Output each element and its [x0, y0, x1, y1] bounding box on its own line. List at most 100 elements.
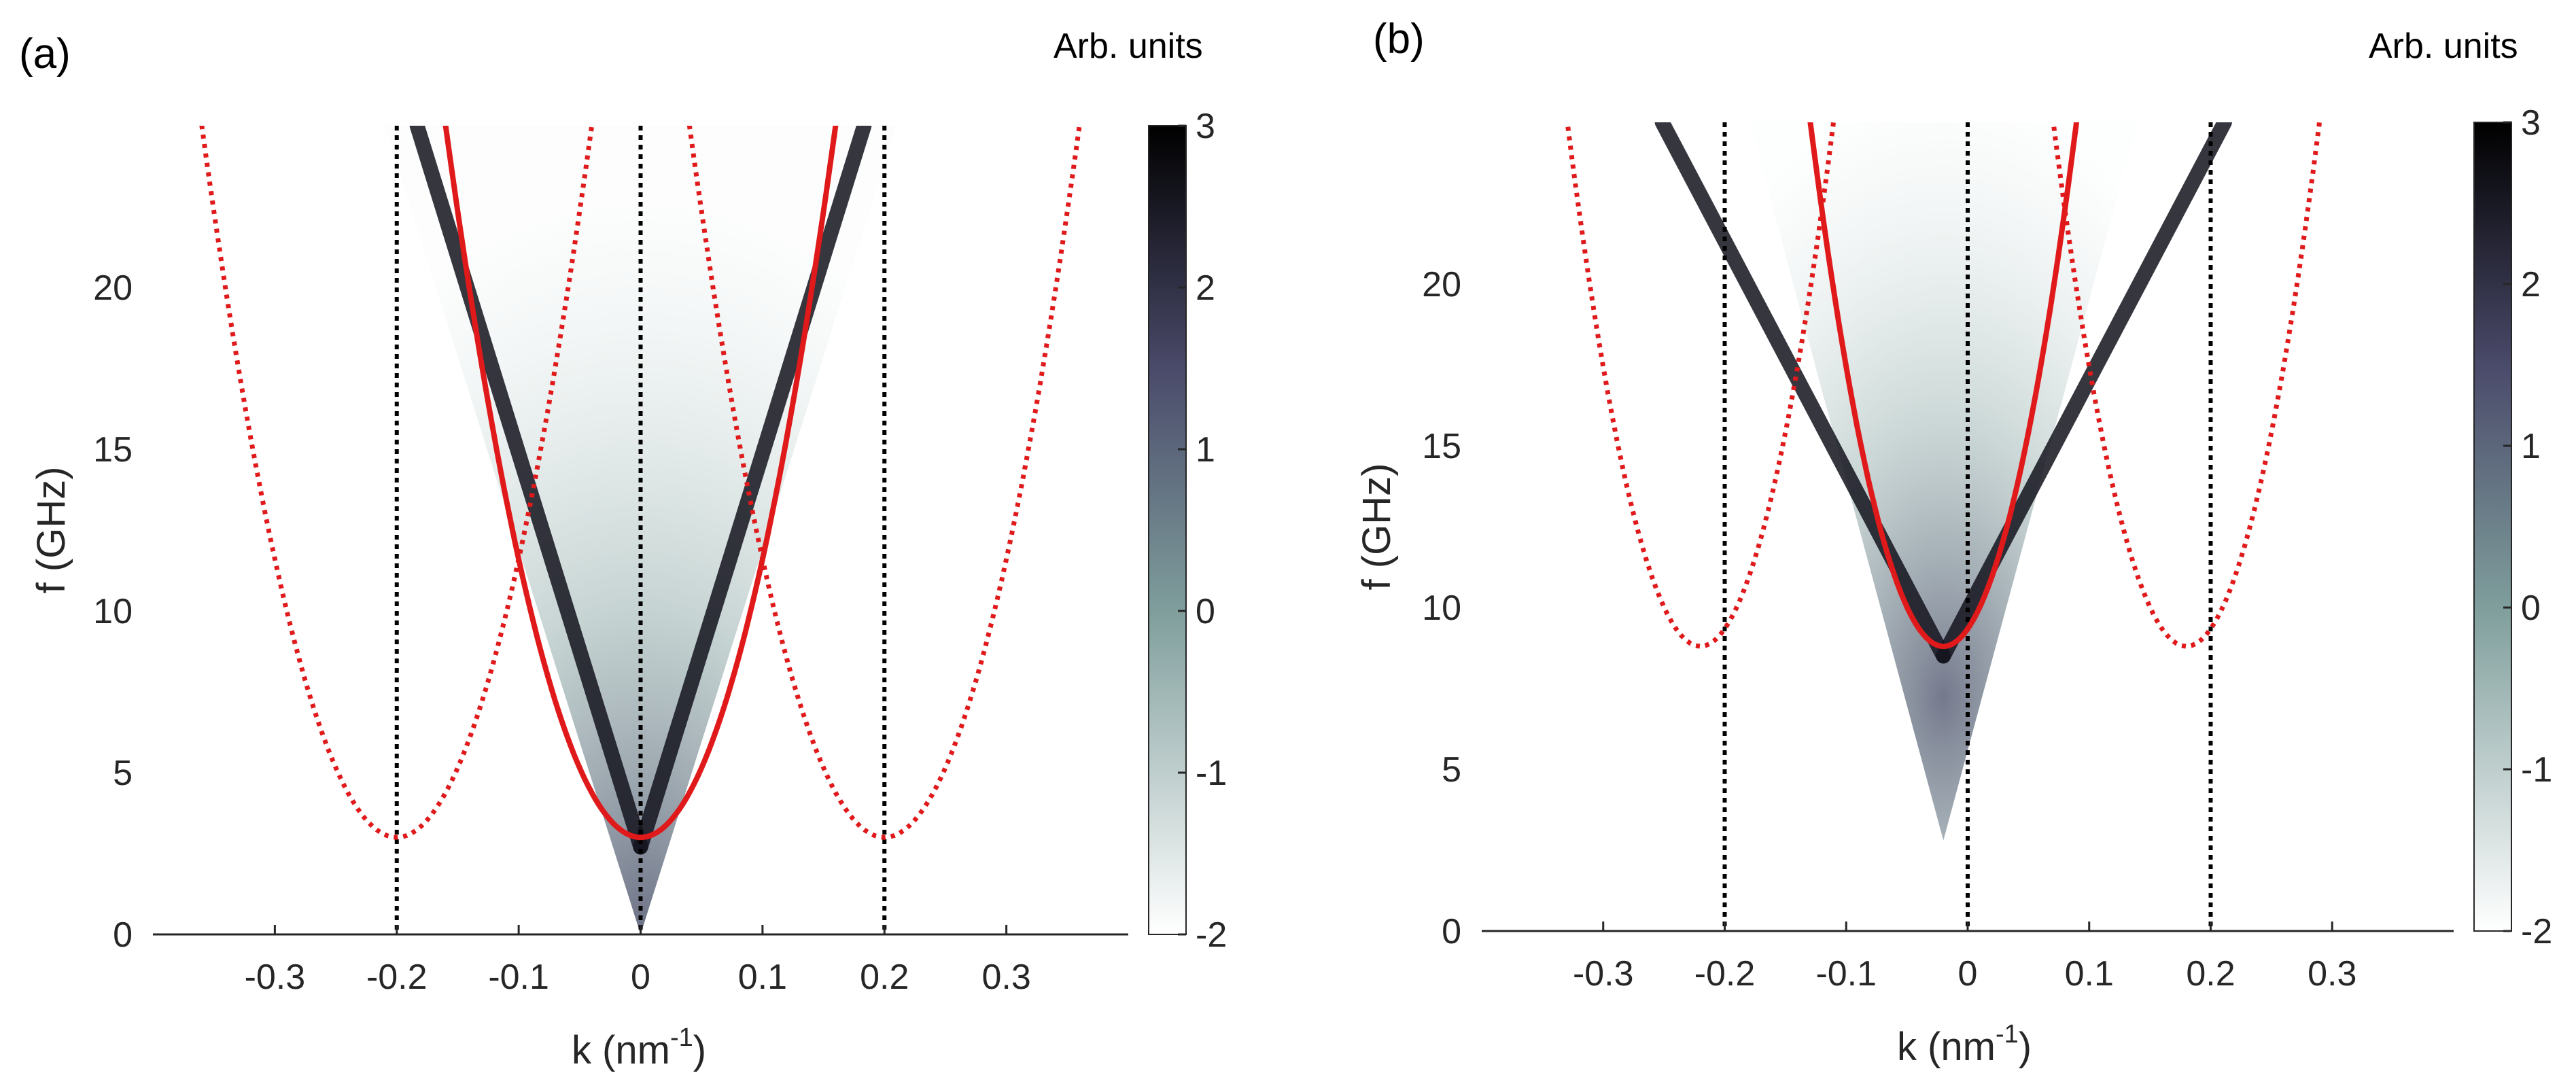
folded-dispersion-curve-1-a [686, 126, 1082, 840]
y-ticks-b: 0 5 10 15 20 [1422, 265, 1461, 951]
colorbar-tick-label: -1 [1196, 754, 1227, 793]
y-tick-a: 0 [113, 915, 133, 955]
colorbar-tick-b: 2 [2503, 265, 2541, 304]
colorbar-title-b: Arb. units [2369, 27, 2518, 66]
x-tick-label: -0.3 [1573, 954, 1634, 994]
x-tick-b: -0.3 [1573, 922, 1634, 994]
x-tick-label: 0.1 [738, 958, 787, 997]
y-tick-label: 0 [1442, 912, 1461, 951]
x-tick-label: -0.2 [366, 958, 428, 997]
y-ticks-a: 0 5 10 15 20 [93, 268, 133, 955]
x-tick-label: 0.3 [2308, 954, 2356, 994]
panel-a: (a) Arb. units -0.3 -0.2 -0.1 0 0.1 0.2 0.3 0 5… [19, 27, 1227, 1072]
y-tick-a: 5 [113, 754, 133, 793]
y-tick-label: 5 [1442, 750, 1461, 790]
colorbar-ticks-b: -2 -1 0 1 2 3 [2503, 103, 2552, 951]
colorbar-title-a: Arb. units [1054, 27, 1203, 66]
y-tick-label: 15 [93, 430, 133, 470]
colorbar-a [1148, 125, 1187, 935]
x-tick-label: 0.2 [860, 958, 909, 997]
y-tick-label: 10 [1422, 589, 1461, 628]
x-tick-label: 0.1 [2065, 954, 2114, 994]
colorbar-tick-label: 1 [2521, 427, 2541, 466]
colorbar-tick-label: 3 [1196, 107, 1215, 146]
panel-label-b: (b) [1373, 16, 1425, 63]
colorbar-tick-a: 2 [1178, 268, 1215, 308]
colorbar-tick-label: 0 [2521, 589, 2541, 628]
intensity-ridge-left-b [1654, 122, 1951, 664]
colorbar-tick-b: -2 [2503, 912, 2552, 951]
y-tick-label: 10 [93, 592, 133, 631]
colorbar-ticks-a: -2 -1 0 1 2 3 [1178, 107, 1227, 955]
x-tick-a: 0.2 [860, 925, 909, 997]
y-tick-label: 20 [93, 268, 133, 308]
heatmap-a [199, 126, 1082, 934]
panel-label-a: (a) [19, 31, 71, 77]
x-tick-label: 0.2 [2186, 954, 2235, 994]
y-tick-label: 20 [1422, 265, 1461, 304]
colorbar-tick-a: -2 [1178, 915, 1227, 955]
colorbar-tick-label: 2 [1196, 268, 1215, 308]
y-tick-label: 15 [1422, 427, 1461, 466]
intensity-ridge-right-a [633, 126, 872, 855]
x-tick-b: 0 [1958, 922, 1978, 994]
intensity-ridge-right-b [1936, 122, 2232, 664]
colorbar-tick-b: 1 [2503, 427, 2541, 466]
folded-dispersion-curve-1-b [2051, 122, 2322, 649]
x-tick-a: 0.3 [981, 925, 1031, 997]
panel-b: (b) Arb. units -0.3 -0.2 -0.1 0 0.1 0.2 0.3 0 5… [1355, 16, 2552, 1069]
x-tick-label: -0.1 [1815, 954, 1877, 994]
x-tick-label: -0.3 [245, 958, 306, 997]
x-tick-b: 0.2 [2186, 922, 2235, 994]
intensity-region-b [1750, 122, 2138, 841]
y-axis-label-a: f (GHz) [29, 467, 73, 594]
colorbar-tick-label: 2 [2521, 265, 2541, 304]
y-tick-b: 20 [1422, 265, 1461, 304]
x-tick-b: 0.3 [2308, 922, 2356, 994]
intensity-ridge-left-a [409, 126, 648, 855]
colorbar-tick-label: 1 [1196, 430, 1215, 470]
heatmap-b [1565, 122, 2322, 931]
x-tick-label: 0.3 [981, 958, 1030, 997]
folded-dispersion-curve-0-a [199, 126, 595, 840]
y-tick-a: 10 [93, 592, 133, 631]
y-tick-label: 5 [113, 754, 133, 793]
y-tick-a: 15 [93, 430, 133, 470]
y-tick-a: 20 [93, 268, 133, 308]
x-tick-b: 0.1 [2065, 922, 2114, 994]
x-tick-a: -0.3 [245, 925, 306, 997]
colorbar-tick-label: -1 [2521, 750, 2552, 790]
x-tick-b: -0.1 [1815, 922, 1877, 994]
colorbar-tick-label: 0 [1196, 592, 1215, 631]
colorbar-tick-b: -1 [2503, 750, 2552, 790]
y-tick-b: 15 [1422, 427, 1461, 466]
colorbar-tick-label: -2 [1196, 915, 1227, 955]
colorbar-tick-b: 0 [2503, 589, 2541, 628]
x-tick-a: -0.2 [366, 925, 428, 997]
x-axis-label-a: k (nm-1) [572, 1023, 706, 1072]
x-tick-label: 0 [631, 958, 650, 997]
y-tick-b: 5 [1442, 750, 1461, 790]
main-dispersion-curve-a [442, 126, 839, 841]
colorbar-tick-label: 3 [2521, 103, 2541, 143]
colorbar-tick-label: -2 [2521, 912, 2552, 951]
colorbar-tick-a: 1 [1178, 430, 1215, 470]
x-ticks-a: -0.3 -0.2 -0.1 0 0.1 0.2 0.3 [245, 925, 1031, 997]
main-dispersion-curve-b [1807, 122, 2080, 650]
colorbar-tick-a: 0 [1178, 592, 1215, 631]
x-axis-label-b: k (nm-1) [1897, 1020, 2032, 1069]
colorbar-tick-b: 3 [2503, 103, 2541, 143]
x-tick-label: 0 [1958, 954, 1978, 994]
x-tick-a: 0 [631, 925, 650, 997]
x-tick-label: -0.2 [1694, 954, 1756, 994]
colorbar-tick-a: 3 [1178, 107, 1215, 146]
x-tick-a: -0.1 [488, 925, 549, 997]
x-ticks-b: -0.3 -0.2 -0.1 0 0.1 0.2 0.3 [1573, 922, 2356, 994]
x-tick-b: -0.2 [1694, 922, 1756, 994]
y-axis-label-b: f (GHz) [1355, 463, 1399, 591]
colorbar-b [2473, 122, 2512, 932]
y-tick-b: 0 [1442, 912, 1461, 951]
colorbar-tick-a: -1 [1178, 754, 1227, 793]
x-tick-label: -0.1 [488, 958, 549, 997]
